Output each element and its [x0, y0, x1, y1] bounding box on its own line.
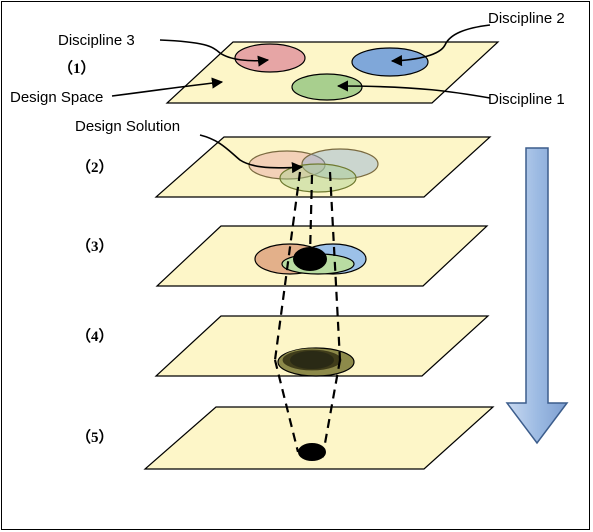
design-solution-label: Design Solution — [75, 118, 180, 135]
convergence-funnel — [273, 171, 342, 461]
discipline-3-region — [234, 43, 306, 73]
design-space-pointer — [111, 77, 224, 97]
design-solution-pointer — [199, 134, 304, 174]
plane-5 — [143, 406, 495, 470]
plane-4-inner-region — [290, 351, 334, 369]
step-1-label: （1） — [58, 59, 96, 77]
discipline-2-label: Discipline 2 — [488, 10, 565, 27]
discipline-1-pointer — [336, 80, 491, 99]
discipline-3-label: Discipline 3 — [58, 32, 135, 49]
step-3-label: （3） — [76, 237, 114, 255]
design-space-label: Design Space — [10, 89, 103, 106]
discipline-3-pointer — [159, 39, 270, 67]
discipline-2-pointer — [390, 24, 491, 67]
plane-2 — [154, 136, 492, 198]
step-4-label: （4） — [76, 327, 114, 345]
plane-5-solution-point — [298, 443, 326, 461]
discipline-1-label: Discipline 1 — [488, 91, 565, 108]
discipline-1-region — [291, 73, 363, 101]
step-2-label: （2） — [76, 158, 114, 176]
discipline-2-region — [351, 47, 429, 77]
step-5-label: （5） — [76, 428, 114, 446]
process-direction-arrow — [505, 147, 569, 445]
plane-3-solution-region — [293, 247, 327, 271]
plane-4 — [154, 315, 490, 377]
